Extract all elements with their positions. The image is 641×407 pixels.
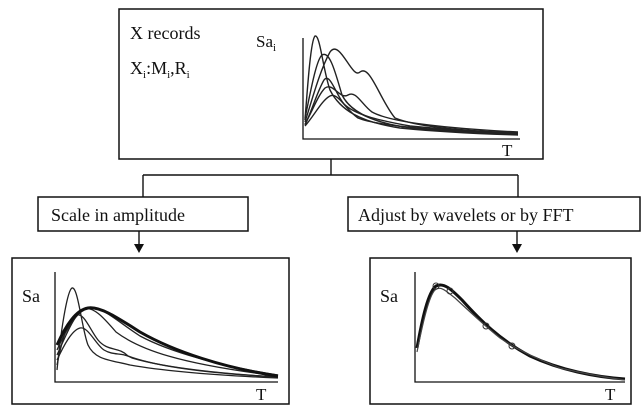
adjustment-marker [446,287,454,295]
adjustment-marker [508,342,516,350]
right-axis-x-label: T [605,385,616,404]
branch-connectors [142,159,519,197]
scale-amplitude-box [37,196,249,232]
record-curve [304,35,519,136]
top-plot-axes [302,38,520,140]
right-plot-axes [414,272,625,383]
adjustment-marker [482,322,490,330]
adjustment-markers [432,282,516,350]
scaled-records-box [11,257,290,405]
adjusted-spectrum-curve [415,283,626,381]
records-label: X records [130,23,200,43]
right-arrow-head [512,244,522,253]
left-plot-axes [54,272,278,383]
record-curve [304,77,519,134]
matched-record-curve [416,287,626,381]
left-arrow-head [134,244,144,253]
scaled-curve [56,287,279,379]
target-spectrum-curve [55,306,279,378]
records-params-label: Xi:Mi,Ri [130,58,190,81]
left-plot-curves [56,287,279,379]
record-curve [304,48,519,134]
top-axis-y-label: Sai [256,32,276,54]
adjust-wavelets-box [347,196,641,232]
record-curve [304,94,519,135]
adjustment-marker [432,282,440,290]
scale-amplitude-label: Scale in amplitude [51,205,185,225]
adjust-wavelets-label: Adjust by wavelets or by FFT [358,205,574,225]
adjusted-records-box [369,257,632,405]
top-plot-curves [304,35,519,136]
left-axis-y-label: Sa [22,286,40,306]
scaled-curve [56,306,279,376]
top-axis-x-label: T [502,141,513,160]
left-axis-x-label: T [256,385,267,404]
right-axis-y-label: Sa [380,286,398,306]
scaled-curve [56,327,279,378]
record-curve [304,86,519,133]
